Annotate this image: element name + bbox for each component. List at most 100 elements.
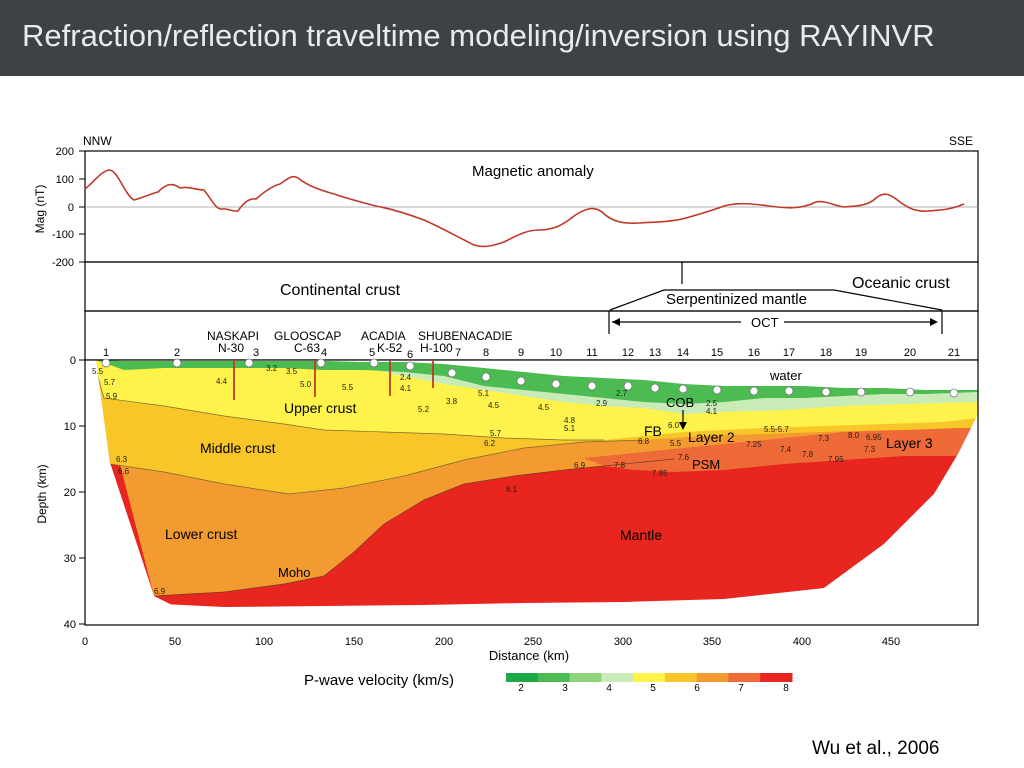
lower-crust-label: Lower crust	[165, 526, 237, 542]
obs-number: 12	[622, 347, 634, 359]
vel-label: 6.9	[574, 461, 586, 470]
well-name: ACADIA	[361, 329, 406, 343]
vel-label: 5.7	[490, 429, 502, 438]
velocity-model-figure: NNW SSE 200 100 0 -100 -200 Mag (nT) Mag…	[33, 134, 979, 694]
vel-label: 5.1	[564, 424, 576, 433]
vel-label: 3.2	[266, 364, 278, 373]
slide-title: Refraction/reflection traveltime modelin…	[22, 18, 935, 53]
obs-number: 19	[855, 347, 867, 359]
vel-label: 8.0	[848, 431, 860, 440]
colorbar-tick: 8	[783, 683, 789, 694]
vel-label: 3.5	[286, 367, 298, 376]
moho-label: Moho	[278, 565, 311, 580]
vel-label: 2.7	[616, 389, 628, 398]
colorbar-swatch	[728, 673, 761, 682]
colorbar-tick: 7	[738, 683, 744, 694]
distance-tick: 450	[882, 636, 900, 648]
mag-tick: -100	[52, 229, 74, 241]
distance-axis-label: Distance (km)	[489, 648, 569, 663]
obs-number: 20	[904, 347, 916, 359]
cob-label: COB	[666, 395, 694, 410]
obs-number: 4	[321, 347, 327, 359]
vel-label: 4.4	[216, 377, 228, 386]
fb-label: FB	[644, 423, 662, 439]
vel-label: 4.1	[400, 384, 412, 393]
vel-label: 6.9	[154, 587, 166, 596]
continental-crust-label: Continental crust	[280, 282, 401, 299]
colorbar	[506, 673, 793, 682]
vel-label: 4.5	[538, 403, 550, 412]
well-name: SHUBENACADIE	[418, 329, 513, 343]
obs-numbers: 1 2 3 4 5 6 7 8 9 10 11 12 13 14 15 16 1…	[103, 347, 960, 361]
vel-label: 7.25	[746, 440, 762, 449]
vel-label: 5.7	[104, 378, 116, 387]
vel-label: 4.1	[706, 407, 718, 416]
middle-crust-label: Middle crust	[200, 440, 276, 456]
colorbar-swatch	[760, 673, 793, 682]
distance-tick: 150	[345, 636, 363, 648]
well-labels: NASKAPI N-30 GLOOSCAP C-63 ACADIA K-52 S…	[207, 329, 513, 355]
direction-right: SSE	[949, 134, 973, 148]
serpentinized-bracket	[609, 289, 943, 311]
obs-number: 11	[586, 347, 597, 359]
vel-label: 7.4	[780, 445, 792, 454]
velocity-values: 5.5 5.7 5.9 4.4 3.2 3.5 5.0 5.5 2.4 4.1 …	[92, 364, 882, 596]
distance-axis-ticks: 0 50 100 150 200 250 300 350 400 450	[82, 636, 900, 648]
colorbar-label: P-wave velocity (km/s)	[304, 672, 454, 689]
obs-number: 15	[711, 347, 723, 359]
depth-tick: 20	[64, 487, 76, 499]
well-name: NASKAPI	[207, 329, 259, 343]
obs-number: 6	[407, 349, 413, 361]
obs-number: 5	[369, 347, 375, 359]
slide-title-bar: Refraction/reflection traveltime modelin…	[0, 0, 1024, 76]
obs-number: 17	[783, 347, 795, 359]
mag-tick: -200	[52, 257, 74, 269]
depth-tick: 10	[64, 421, 76, 433]
vel-label: 5.0	[300, 380, 312, 389]
depth-tick: 40	[64, 619, 76, 631]
vel-label: 2.5	[706, 399, 718, 408]
direction-left: NNW	[83, 134, 112, 148]
mag-tick: 0	[68, 202, 74, 214]
colorbar-swatch	[601, 673, 634, 682]
colorbar-tick: 3	[562, 683, 568, 694]
vel-label: 7.8	[802, 450, 814, 459]
crust-type-panel-frame	[84, 261, 979, 312]
vel-label: 7.3	[818, 434, 830, 443]
colorbar-tick: 4	[606, 683, 612, 694]
velocity-model: 1 2 3 4 5 6 7 8 9 10 11 12 13 14 15 16 1…	[35, 347, 979, 663]
distance-tick: 250	[524, 636, 542, 648]
obs-number: 13	[649, 347, 661, 359]
vel-label: 6.95	[866, 433, 882, 442]
well-id: K-52	[377, 341, 403, 355]
distance-tick: 0	[82, 636, 88, 648]
vel-label: 6.2	[484, 439, 496, 448]
obs-stations	[101, 358, 959, 398]
vel-label: 3.8	[446, 397, 458, 406]
obs-number: 18	[820, 347, 832, 359]
colorbar-swatch	[569, 673, 602, 682]
well-id: H-100	[420, 341, 453, 355]
vel-label: 4.8	[564, 416, 576, 425]
psm-label: PSM	[692, 457, 720, 472]
distance-tick: 350	[703, 636, 721, 648]
obs-number: 16	[748, 347, 760, 359]
well-id: N-30	[218, 341, 244, 355]
vel-label: 5.9	[106, 392, 118, 401]
mantle-label: Mantle	[620, 527, 662, 543]
figure-panel: NNW SSE 200 100 0 -100 -200 Mag (nT) Mag…	[24, 114, 1007, 700]
vel-label: 5.5	[670, 439, 682, 448]
obs-number: 3	[253, 347, 259, 359]
citation: Wu et al., 2006	[812, 738, 940, 759]
colorbar-swatch	[537, 673, 571, 682]
magnetic-tick-marks	[79, 150, 85, 263]
distance-tick: 100	[255, 636, 273, 648]
vel-label: 6.0	[668, 421, 680, 430]
vel-label: 7.6	[678, 453, 690, 462]
vel-label: 7.95	[828, 455, 844, 464]
vel-label: 7.3	[864, 445, 876, 454]
vel-label: 5.5	[92, 367, 104, 376]
depth-axis-ticks: 0 10 20 30 40	[64, 355, 76, 631]
depth-tick: 0	[70, 355, 76, 367]
colorbar-swatch	[506, 673, 539, 682]
